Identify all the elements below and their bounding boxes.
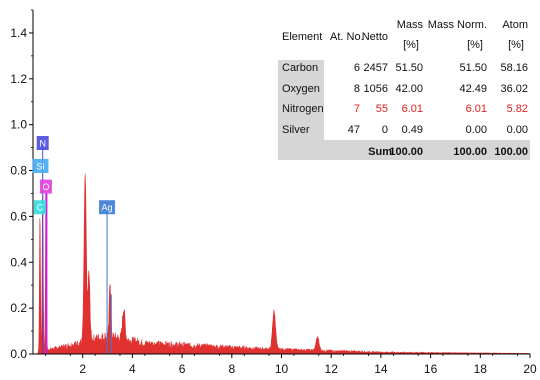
- axes: 2 4 6 8 10 12 14 16 18 20 0.0 0.2 0.4 0.6 0.8 1.0 1.2 1.4: [10, 9, 537, 376]
- x-tick-label: 4: [129, 362, 136, 376]
- table-sum-mass-norm: 100.00: [453, 146, 487, 158]
- y-tick-label: 0.4: [10, 255, 27, 269]
- table-cell-r2-c1: 7: [354, 103, 360, 115]
- table-cell-r0-c0: Carbon: [282, 62, 318, 74]
- table-header-corner: [278, 14, 324, 60]
- table-cell-r2-c5: 5.82: [507, 103, 528, 115]
- table-unit-3: [%]: [403, 39, 419, 51]
- marker-ag-box: [99, 200, 116, 215]
- y-tick-label: 1.4: [10, 26, 27, 40]
- table-cell-r1-c1: 8: [354, 83, 360, 95]
- spectrum-area: [33, 173, 531, 355]
- table-cell-r1-c0: Oxygen: [282, 83, 320, 95]
- table-header-bg: [324, 14, 530, 60]
- table-cell-r3-c5: 0.00: [507, 124, 528, 136]
- table-cell-r2-c2: 55: [376, 103, 388, 115]
- table-header-0: Element: [282, 31, 322, 43]
- table-sum-mass: 100.00: [389, 146, 423, 158]
- table-unit-4: [%]: [467, 39, 483, 51]
- x-tick-label: 18: [474, 362, 488, 376]
- y-tick-label: 0.0: [10, 347, 27, 361]
- x-tick-label: 6: [179, 362, 186, 376]
- marker-ag-label: Ag: [102, 203, 113, 213]
- marker-o-label: O: [42, 182, 49, 192]
- table-cell-r1-c4: 42.49: [459, 83, 487, 95]
- table-cell-r0-c3: 51.50: [395, 62, 423, 74]
- table-header-4: Mass Norm.: [428, 19, 487, 31]
- table-cell-r3-c1: 47: [348, 124, 360, 136]
- x-tick-label: 8: [228, 362, 235, 376]
- table-sum-label: Sum: [368, 146, 392, 158]
- marker-o-box: [39, 179, 52, 194]
- table-header-2: Netto: [362, 31, 388, 43]
- table-cell-r3-c3: 0.49: [402, 124, 423, 136]
- table-cell-r2-c4: 6.01: [466, 103, 487, 115]
- marker-n-box: [36, 136, 49, 151]
- table-cell-r0-c4: 51.50: [459, 62, 487, 74]
- x-tick-label: 2: [79, 362, 86, 376]
- x-tick-label: 16: [424, 362, 438, 376]
- y-tick-label: 1.0: [10, 118, 27, 132]
- x-tick-label: 12: [325, 362, 339, 376]
- table-header-5: Atom: [502, 19, 528, 31]
- table-cell-r3-c4: 0.00: [466, 124, 487, 136]
- table-cell-r1-c2: 1056: [364, 83, 388, 95]
- y-tick-label: 0.2: [10, 301, 27, 315]
- spectrum-layer: [33, 173, 531, 355]
- table-cell-r1-c5: 36.02: [500, 83, 528, 95]
- marker-c-label: C: [37, 203, 44, 213]
- marker-si-label: Si: [36, 161, 44, 171]
- marker-n-label: N: [39, 139, 46, 149]
- table-cell-r3-c2: 0: [382, 124, 388, 136]
- y-tick-label: 0.8: [10, 164, 27, 178]
- table-sum-row-bg: [278, 140, 530, 160]
- y-tick-label: 0.6: [10, 209, 27, 223]
- element-markers: N Si O C Ag: [32, 136, 116, 215]
- table-unit-5: [%]: [508, 39, 524, 51]
- table-sum-atom: 100.00: [494, 146, 528, 158]
- table-cell-r0-c2: 2457: [364, 62, 388, 74]
- table-cell-r0-c5: 58.16: [500, 62, 528, 74]
- table-cell-r0-c1: 6: [354, 62, 360, 74]
- x-tick-label: 20: [523, 362, 537, 376]
- element-lines: [42, 147, 112, 354]
- table-header-3: Mass: [397, 19, 424, 31]
- table-header-1: At. No.: [330, 31, 364, 43]
- table-cell-r2-c0: Nitrogen: [282, 103, 324, 115]
- table-cell-r2-c3: 6.01: [402, 103, 423, 115]
- table-cell-r3-c0: Silver: [282, 124, 310, 136]
- x-tick-label: 14: [374, 362, 388, 376]
- table-cell-r1-c3: 42.00: [395, 83, 423, 95]
- x-tick-label: 10: [275, 362, 289, 376]
- marker-si-box: [32, 158, 49, 173]
- marker-c-box: [33, 200, 46, 215]
- composition-table: Element At. No.Netto Mass [%] Mass Norm. [%] A…: [278, 14, 530, 160]
- y-tick-label: 1.2: [10, 72, 27, 86]
